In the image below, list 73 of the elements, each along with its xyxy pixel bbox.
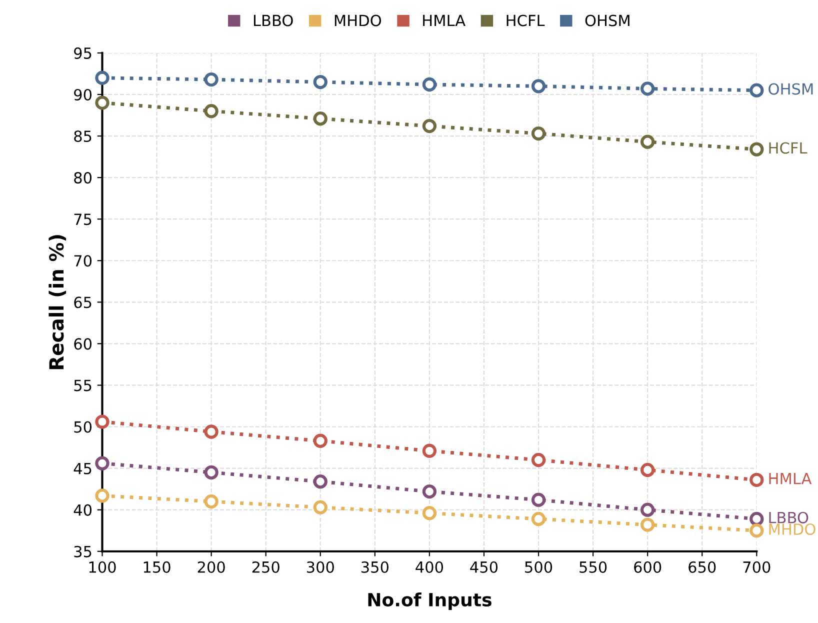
point [750,512,764,526]
point [204,72,218,87]
x-tick-label: 300 [306,561,334,573]
point [95,414,110,429]
point [422,506,437,520]
point [95,96,110,110]
legend-label: HCFL [506,14,545,26]
legend-label: HMLA [423,14,466,26]
x-tick-label: 250 [252,561,280,573]
point [422,77,437,92]
y-tick-label: 40 [74,504,92,516]
y-tick-label: 85 [74,130,92,142]
point [204,424,218,439]
point [640,134,655,149]
y-tick-label: 95 [74,47,92,59]
text: HMLA [769,472,812,484]
point [204,494,218,509]
text: LBBO [769,512,808,524]
y-axis-title: Recall (in %) [48,235,66,370]
y-tick-label: 75 [74,214,92,226]
legend-label: MHDO [334,14,382,26]
y-tick-label: 90 [74,88,92,101]
point [204,465,218,480]
point [422,118,437,134]
point [640,462,655,478]
y-tick-label: 70 [74,255,92,267]
point [531,126,546,141]
y-tick-label: 55 [74,380,92,392]
x-tick-label: 600 [634,561,662,573]
point [640,502,655,517]
x-tick-label: 500 [525,561,552,573]
point [313,434,328,448]
x-tick-label: 550 [580,561,607,573]
point [640,518,655,532]
point [422,444,437,458]
x-tick-label: 100 [89,561,116,573]
text: HCFL [769,142,808,154]
x-tick-label: 150 [144,561,170,573]
y-tick-label: 80 [74,172,92,184]
point [750,142,764,156]
point [531,452,546,468]
point [531,492,546,507]
point [750,472,764,488]
point [204,104,218,118]
point [313,500,328,514]
y-tick-label: 60 [74,338,92,350]
text: MHDO [769,523,816,536]
legend-label: OHSM [585,14,630,26]
point [531,512,546,526]
x-tick-label: 200 [198,561,225,573]
x-tick-label: 450 [470,561,498,573]
x-axis-title: No.of Inputs [368,592,492,610]
point [313,111,328,126]
point [313,74,328,90]
x-tick-label: 350 [362,561,388,573]
y-tick-label: 35 [74,546,92,558]
point [95,70,110,85]
point [531,79,546,94]
point [640,82,655,96]
x-tick-label: 650 [688,561,716,573]
point [313,474,328,489]
x-tick-label: 700 [743,561,770,573]
point [95,488,110,503]
point [422,484,437,499]
point [750,524,764,538]
y-tick-label: 65 [74,296,92,308]
text: OHSM [768,83,813,95]
point [750,83,764,98]
legend-label: LBBO [254,14,293,26]
y-tick-label: 50 [74,421,92,433]
point [95,456,110,470]
x-tick-label: 400 [416,561,444,573]
y-tick-label: 45 [74,462,92,474]
